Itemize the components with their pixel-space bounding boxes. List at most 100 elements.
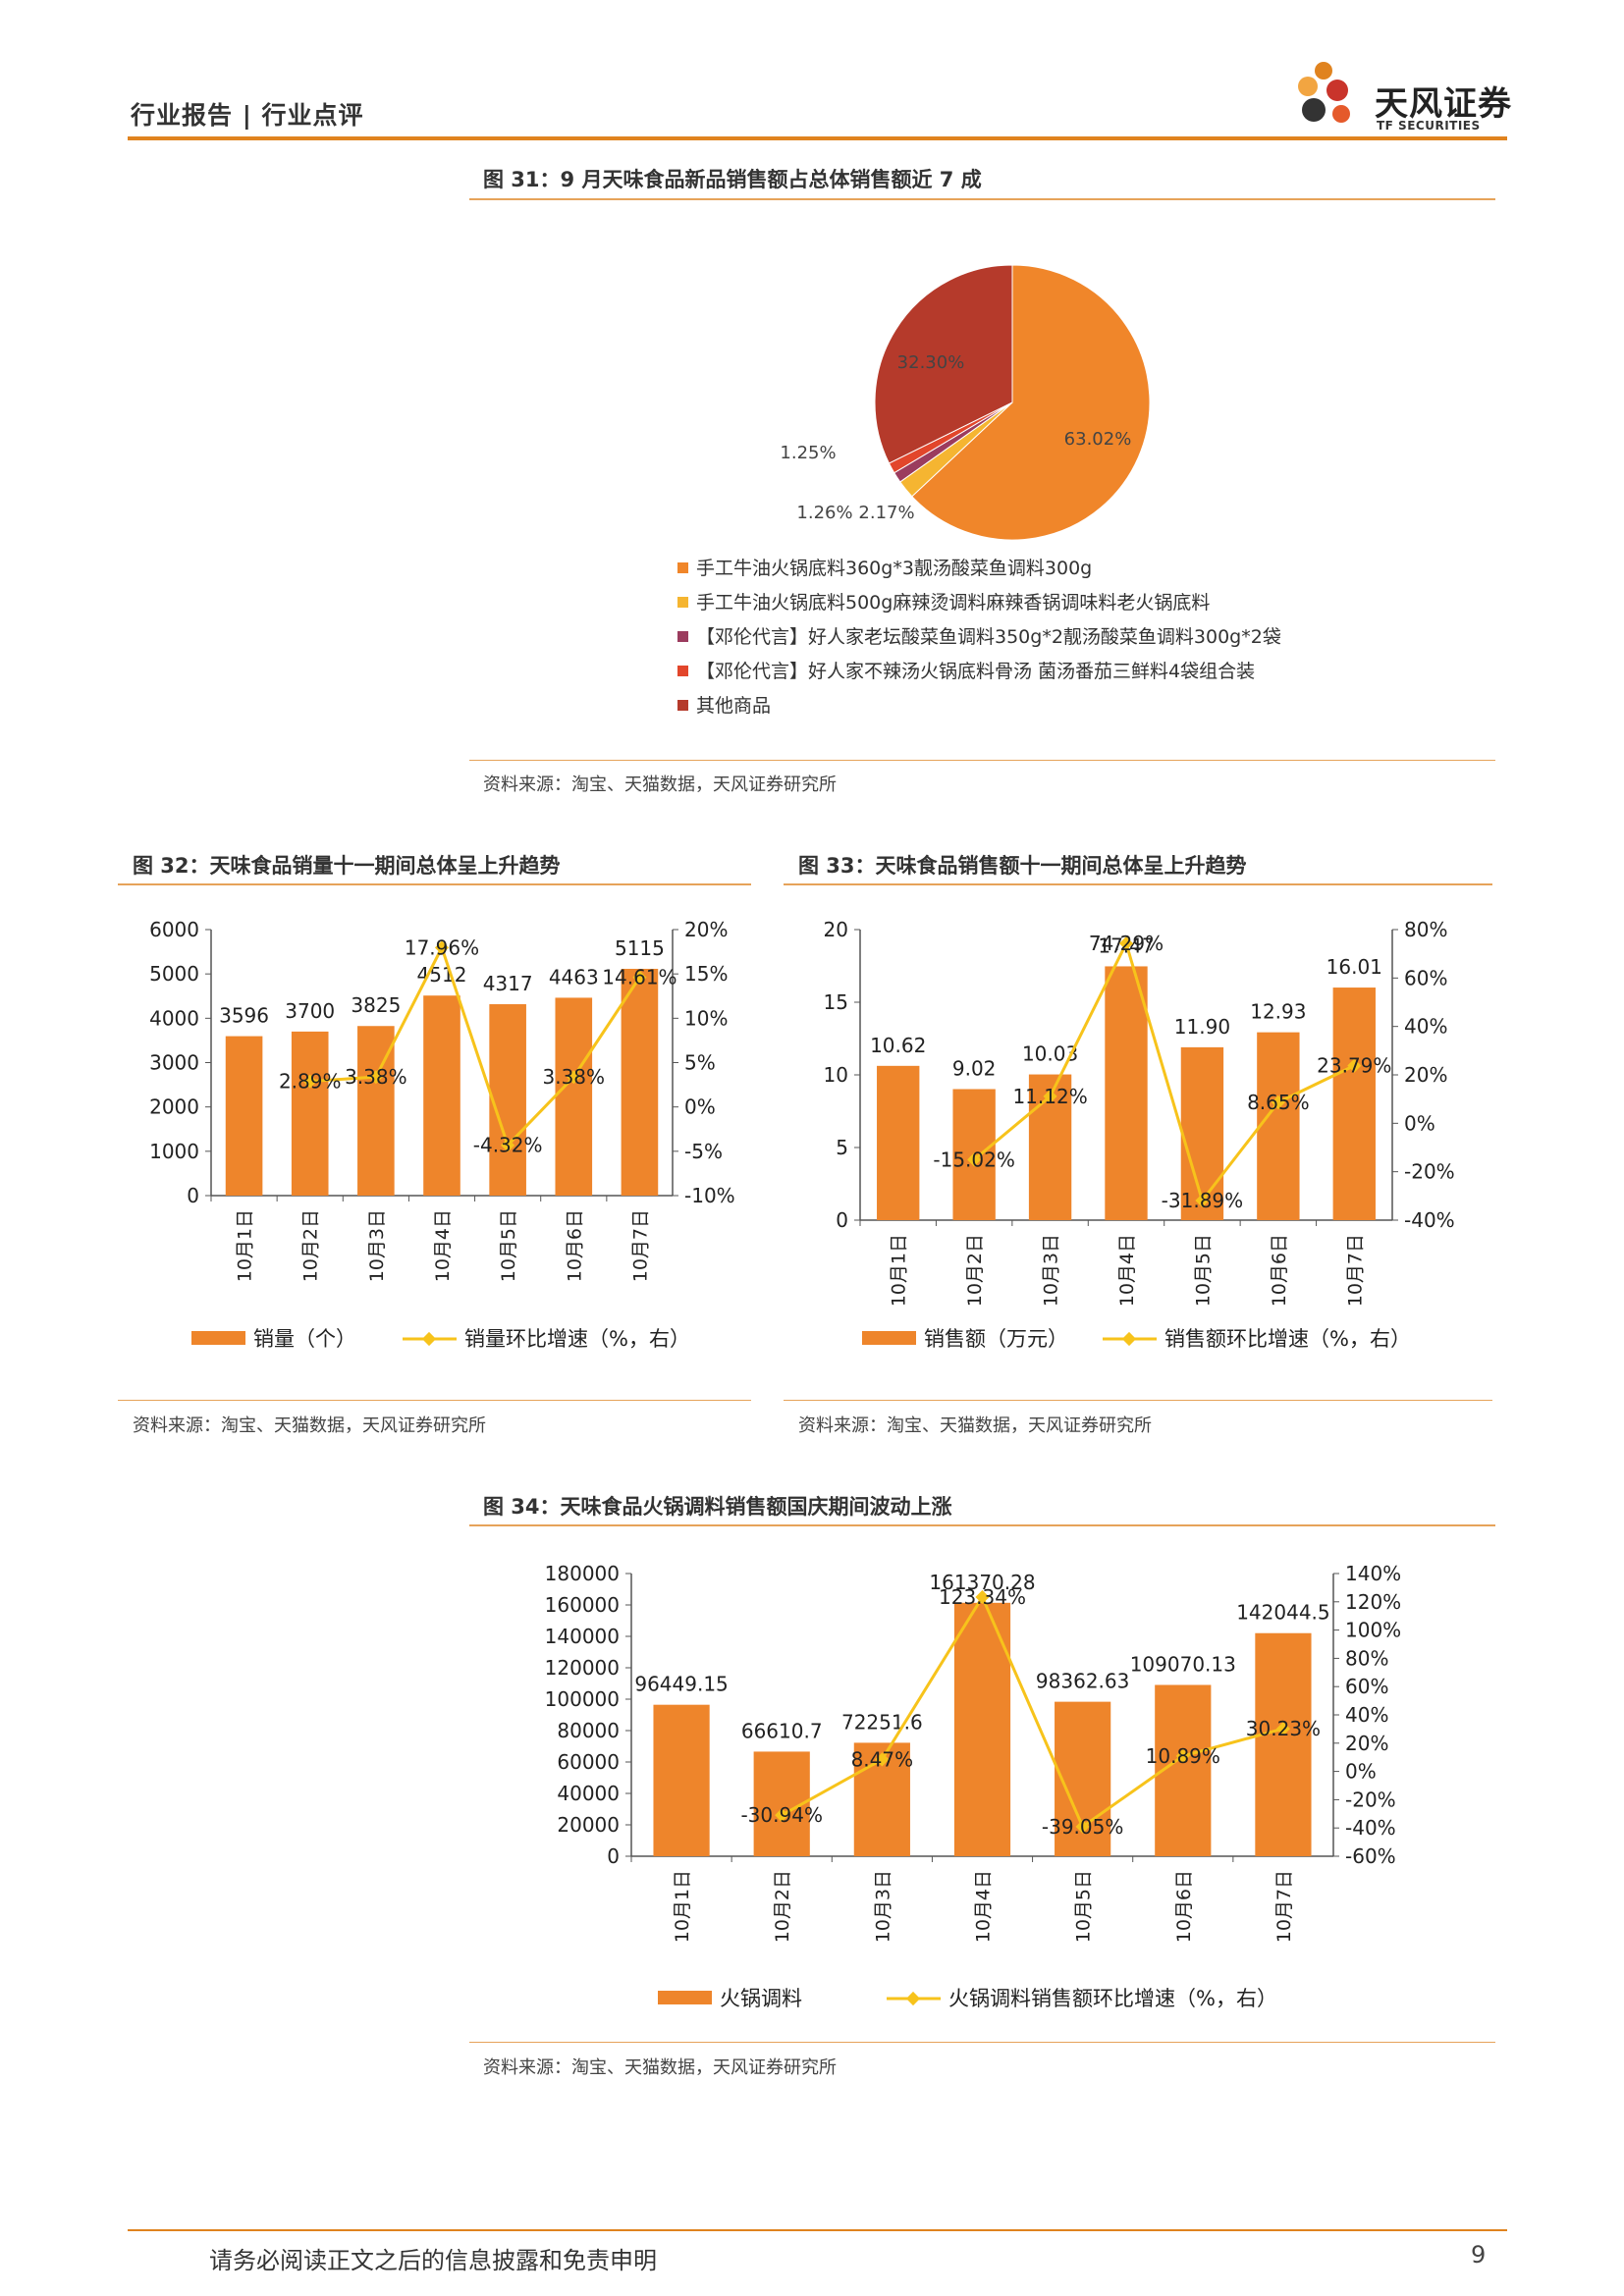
bar-4 <box>1180 1046 1224 1220</box>
legend-label-3: 【邓伦代言】好人家不辣汤火锅底料骨汤 菌汤番茄三鲜料4袋组合装 <box>696 661 1255 682</box>
legend-swatch-4 <box>677 700 688 711</box>
fig34-title: 图 34：天味食品火锅调料销售额国庆期间波动上涨 <box>483 1495 952 1519</box>
growth-label-3: 74.29% <box>1089 932 1164 955</box>
legend-swatch-1 <box>677 597 688 608</box>
right-tick-label: 40% <box>1345 1703 1388 1727</box>
x-tick-label-5: 10月6日 <box>1269 1234 1290 1307</box>
fig32-top-rule <box>118 883 751 885</box>
fig31-pie-chart: 63.02% 2.17% 1.26% 1.25% 32.30% 手工牛油火锅底料360g*… <box>677 264 1281 717</box>
legend-bar-swatch <box>191 1331 245 1345</box>
report-header-title: 行业报告 | 行业点评 <box>131 101 364 130</box>
left-tick-label: 1000 <box>149 1140 199 1163</box>
growth-label-6: 30.23% <box>1246 1717 1321 1740</box>
legend-line-label: 火锅调料销售额环比增速（%，右） <box>948 1987 1277 2010</box>
right-tick-label: 15% <box>684 962 728 986</box>
pie-label-1: 2.17% <box>858 503 914 523</box>
right-tick-label: 20% <box>1404 1063 1447 1087</box>
legend-label-0: 手工牛油火锅底料360g*3靓汤酸菜鱼调料300g <box>696 558 1092 579</box>
x-tick-label-4: 10月5日 <box>1073 1870 1095 1943</box>
bar-label-0: 96449.15 <box>634 1673 728 1696</box>
growth-line <box>973 938 1355 1204</box>
right-tick-label: -40% <box>1345 1816 1396 1840</box>
right-tick-label: 80% <box>1345 1646 1388 1670</box>
x-tick-label-1: 10月2日 <box>772 1870 793 1943</box>
bar-label-5: 12.93 <box>1250 1000 1306 1024</box>
growth-label-6: 23.79% <box>1317 1054 1391 1078</box>
bar-3 <box>423 995 460 1196</box>
bar-label-0: 10.62 <box>870 1034 926 1057</box>
left-tick-label: 20 <box>824 918 848 941</box>
right-tick-label: -10% <box>684 1184 735 1207</box>
left-tick-label: 0 <box>607 1844 620 1868</box>
x-tick-label-6: 10月7日 <box>629 1209 651 1282</box>
x-tick-label-0: 10月1日 <box>672 1870 693 1943</box>
left-tick-label: 140000 <box>545 1625 620 1648</box>
fig34-combo-chart: 180000 160000 140000 120000 100000 80000 60000… <box>545 1562 1402 2010</box>
legend-bar-label: 火锅调料 <box>720 1987 802 2010</box>
growth-point-5 <box>567 1070 581 1085</box>
right-tick-label: -60% <box>1345 1844 1396 1868</box>
right-tick-label: 0% <box>1345 1760 1377 1784</box>
fig32-bottom-rule <box>118 1400 751 1401</box>
fig31-title: 图 31：9 月天味食品新品销售额占总体销售额近 7 成 <box>483 168 982 191</box>
fig34-source: 资料来源：淘宝、天猫数据，天风证券研究所 <box>483 2057 837 2078</box>
fig33-combo-chart: 20 15 10 5 0 80% 60% 40% 20% 0% -20% -40% 10.62 10月1日… <box>824 918 1455 1351</box>
legend-line-marker <box>1121 1331 1137 1347</box>
growth-line <box>781 1593 1284 1830</box>
left-tick-label: 10 <box>824 1063 848 1087</box>
growth-label-1: -15.02% <box>933 1148 1014 1171</box>
growth-label-1: 2.89% <box>279 1070 342 1094</box>
bar-label-4: 98362.63 <box>1036 1670 1129 1693</box>
left-tick-label: 60000 <box>557 1750 620 1774</box>
pie-label-4: 32.30% <box>897 352 965 373</box>
left-tick-label: 6000 <box>149 918 199 941</box>
growth-point-2 <box>368 1070 383 1085</box>
legend-swatch-2 <box>677 631 688 642</box>
x-tick-label-6: 10月7日 <box>1344 1234 1366 1307</box>
fig31-source: 资料来源：淘宝、天猫数据，天风证券研究所 <box>483 774 837 795</box>
growth-label-3: 17.96% <box>405 935 479 959</box>
legend-bar-label: 销售额（万元） <box>924 1327 1068 1351</box>
logo-text-cn: 天风证券 <box>1375 84 1512 124</box>
logo-text-en: TF SECURITIES <box>1377 119 1481 133</box>
right-tick-label: 140% <box>1345 1562 1401 1585</box>
x-tick-label-3: 10月4日 <box>1116 1234 1138 1307</box>
x-tick-label-0: 10月1日 <box>889 1234 910 1307</box>
fig32-combo-chart: 6000 5000 4000 3000 2000 1000 0 20% 15% 10% 5% 0% -5… <box>149 918 735 1351</box>
left-tick-label: 0 <box>187 1184 199 1207</box>
x-tick-label-3: 10月4日 <box>432 1209 454 1282</box>
bar-0 <box>225 1036 263 1196</box>
left-tick-label: 40000 <box>557 1782 620 1805</box>
growth-line <box>309 943 641 1148</box>
bar-1 <box>291 1031 329 1196</box>
bar-label-1: 3700 <box>285 999 335 1023</box>
legend-label-2: 【邓伦代言】好人家老坛酸菜鱼调料350g*2靓汤酸菜鱼调料300g*2袋 <box>696 626 1281 648</box>
right-tick-label: 40% <box>1404 1015 1447 1039</box>
growth-label-5: 3.38% <box>543 1065 606 1089</box>
bar-label-5: 4463 <box>549 965 599 988</box>
x-tick-label-5: 10月6日 <box>1173 1870 1195 1943</box>
fig34-bottom-rule <box>469 2042 1495 2043</box>
footer-rule <box>128 2229 1507 2231</box>
right-tick-label: -40% <box>1404 1208 1455 1232</box>
x-tick-label-0: 10月1日 <box>235 1209 256 1282</box>
bar-label-2: 3825 <box>351 993 401 1017</box>
bar-label-0: 3596 <box>219 1004 269 1028</box>
growth-label-4: -39.05% <box>1042 1815 1123 1839</box>
x-tick-label-5: 10月6日 <box>564 1209 585 1282</box>
growth-label-2: 8.47% <box>851 1747 914 1771</box>
bar-6 <box>1255 1632 1312 1856</box>
x-tick-label-2: 10月3日 <box>366 1209 388 1282</box>
growth-label-1: -30.94% <box>740 1803 822 1827</box>
x-tick-label-1: 10月2日 <box>300 1209 322 1282</box>
fig33-title: 图 33：天味食品销售额十一期间总体呈上升趋势 <box>798 854 1247 878</box>
bar-label-4: 4317 <box>483 972 533 995</box>
fig32-source: 资料来源：淘宝、天猫数据，天风证券研究所 <box>133 1415 486 1436</box>
legend-bar-swatch <box>658 1991 712 2004</box>
growth-point-2 <box>875 1752 890 1767</box>
pie-label-0: 63.02% <box>1064 429 1132 450</box>
right-tick-label: -5% <box>684 1140 723 1163</box>
fig32-title: 图 32：天味食品销量十一期间总体呈上升趋势 <box>133 854 561 878</box>
fig33-top-rule <box>784 883 1492 885</box>
bar-label-1: 9.02 <box>952 1057 997 1081</box>
